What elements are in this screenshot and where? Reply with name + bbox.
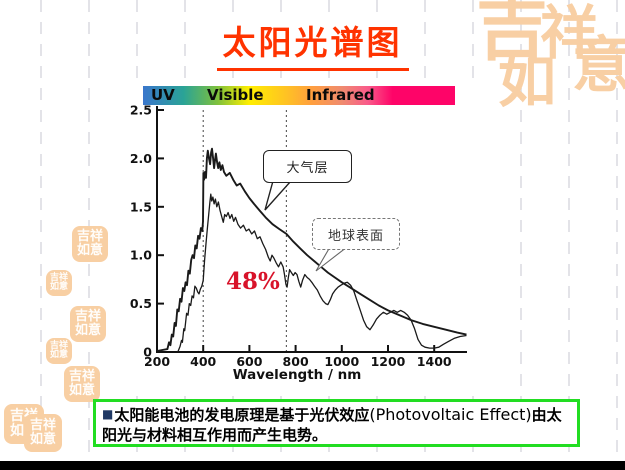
earth-surface-callout: 地球表面 xyxy=(312,218,400,250)
bottom-edge-bar xyxy=(0,461,625,470)
spectrum-gradient-bar: UV Visible Infrared xyxy=(143,86,455,105)
svg-text:0.5: 0.5 xyxy=(130,296,152,311)
svg-text:1400: 1400 xyxy=(417,354,452,369)
chart-background xyxy=(122,82,480,390)
seal-stamp: 吉祥如意 xyxy=(46,338,72,364)
svg-text:200: 200 xyxy=(144,354,170,369)
infrared-region-label: Infrared xyxy=(306,86,375,104)
seal-character: 意 xyxy=(572,31,625,101)
bullet-marker: ■ xyxy=(102,407,114,421)
atmosphere-callout-label: 大气层 xyxy=(286,161,329,176)
svg-text:1.0: 1.0 xyxy=(130,248,152,263)
seal-character: 吉 xyxy=(476,0,549,70)
visible-region-label: Visible xyxy=(207,86,264,104)
atmosphere-callout: 大气层 xyxy=(263,150,352,183)
seal-character: 如 xyxy=(498,47,557,115)
svg-text:0: 0 xyxy=(143,345,152,360)
slide-title-text: 太阳光谱图 xyxy=(216,16,409,71)
seal-character: 祥 xyxy=(540,0,599,67)
seal-stamp: 吉祥如意 xyxy=(72,226,108,262)
uv-region-label: UV xyxy=(151,86,175,104)
svg-text:1200: 1200 xyxy=(371,354,406,369)
footer-text-latin: (Photovoltaic Effect) xyxy=(369,405,532,424)
seal-stamp: 吉祥如意 xyxy=(64,366,100,402)
svg-text:800: 800 xyxy=(283,354,309,369)
earth-surface-callout-label: 地球表面 xyxy=(327,228,384,244)
footer-text-cjk-2: 由太阳光与材料相互作用而产生电势。 xyxy=(102,406,562,444)
seal-stamp: 吉祥如意 xyxy=(46,270,72,296)
svg-text:600: 600 xyxy=(236,354,262,369)
svg-text:2.5: 2.5 xyxy=(130,103,152,118)
svg-text:1000: 1000 xyxy=(324,354,359,369)
svg-text:1.5: 1.5 xyxy=(130,199,152,214)
footer-text-cjk-1: 太阳能电池的发电原理是基于光伏效应 xyxy=(114,406,370,424)
x-axis-title: Wavelength / nm xyxy=(232,367,362,383)
svg-text:400: 400 xyxy=(190,354,216,369)
percent-annotation: 48% xyxy=(226,268,280,295)
seal-stamp: 吉祥如意 xyxy=(70,306,106,342)
solar-spectrum-chart: 0 0.5 1.0 1.5 2.0 2.5 200 400 600 800 1000 1200 1400 xyxy=(130,103,467,369)
svg-text:2.0: 2.0 xyxy=(130,151,152,166)
footer-text-box: ■太阳能电池的发电原理是基于光伏效应(Photovoltaic Effect)由… xyxy=(93,399,580,447)
seal-stamp: 吉祥如意 xyxy=(24,414,62,452)
slide-title: 太阳光谱图 xyxy=(0,16,625,71)
